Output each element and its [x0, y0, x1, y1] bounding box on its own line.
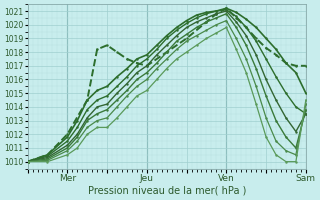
- X-axis label: Pression niveau de la mer( hPa ): Pression niveau de la mer( hPa ): [88, 186, 246, 196]
